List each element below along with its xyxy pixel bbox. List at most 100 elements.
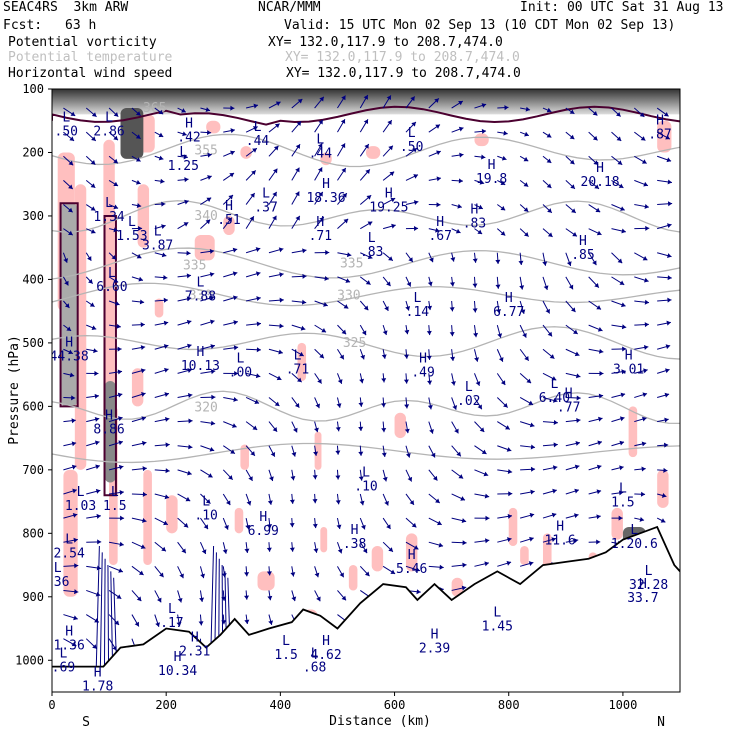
wind-arrowhead <box>274 123 280 129</box>
wind-arrowhead <box>618 490 624 496</box>
wind-arrowhead <box>233 345 239 351</box>
extremum-value-25: 6.77 <box>493 305 524 320</box>
extremum-value-55: 4.62 <box>310 648 341 663</box>
wind-arrowhead <box>568 284 574 290</box>
wind-arrowhead <box>436 150 441 156</box>
wind-arrowhead <box>458 126 464 132</box>
wind-arrowhead <box>546 183 552 189</box>
extremum-value-58: 1.45 <box>482 619 513 634</box>
extremum-type-5: L <box>316 132 324 147</box>
wind-arrowhead <box>295 215 300 221</box>
wind-arrowhead <box>113 278 118 283</box>
wind-arrowhead <box>211 394 216 400</box>
pv-patch-7 <box>194 234 215 261</box>
valid-time: Valid: 15 UTC Mon 02 Sep 13 (10 CDT Mon … <box>284 18 676 33</box>
wind-arrowhead <box>343 304 349 309</box>
extremum-value-46: 1.20.6 <box>611 537 658 552</box>
wind-arrowhead <box>317 378 322 384</box>
wind-arrowhead <box>255 247 261 252</box>
wind-arrowhead <box>458 474 464 479</box>
wind-arrowhead <box>297 377 302 383</box>
wind-arrowhead <box>158 155 164 161</box>
wind-arrowhead <box>498 357 504 362</box>
wind-arrowhead <box>71 395 76 401</box>
extremum-value-42: 11.6 <box>544 534 575 549</box>
wind-arrowhead <box>642 392 648 398</box>
wind-arrowhead <box>97 539 102 545</box>
extremum-type-19: H <box>436 215 444 230</box>
wind-arrowhead <box>358 402 364 407</box>
wind-arrowhead <box>272 427 278 432</box>
pv-patch-10 <box>206 120 221 134</box>
theta-label-7: 325 <box>343 336 366 351</box>
wind-arrowhead <box>573 329 578 335</box>
wind-arrowhead <box>210 369 216 375</box>
wind-arrowhead <box>230 449 235 454</box>
org-label: NCAR/MMM <box>258 0 321 15</box>
wind-arrowhead <box>485 515 490 521</box>
extremum-value-10: 1.34 <box>93 210 124 225</box>
wind-arrowhead <box>113 227 118 233</box>
wind-arrowhead <box>616 111 621 117</box>
wind-arrowhead <box>526 378 532 384</box>
wind-arrowhead <box>595 207 601 213</box>
wind-arrowhead <box>317 143 323 149</box>
extremum-type-54: L <box>282 634 290 649</box>
wind-arrowhead <box>269 476 274 482</box>
wind-arrowhead <box>142 518 147 523</box>
wind-arrowhead <box>68 184 73 189</box>
wind-arrowhead <box>413 174 418 179</box>
wind-arrowhead <box>342 193 347 198</box>
wind-arrowhead <box>297 98 303 104</box>
wind-arrowhead <box>279 272 284 278</box>
wind-arrowhead <box>574 464 580 470</box>
wind-arrowhead <box>429 257 434 263</box>
wind-arrowhead <box>645 225 650 231</box>
wind-arrowhead <box>135 157 141 162</box>
wind-arrowhead <box>661 493 667 498</box>
wind-arrowhead <box>267 500 273 505</box>
wind-arrowhead <box>160 178 165 184</box>
wind-arrowhead <box>164 494 170 500</box>
extremum-type-27: H <box>197 345 205 360</box>
wind-arrowhead <box>187 343 192 349</box>
wind-arrowhead <box>227 217 232 223</box>
wind-arrowhead <box>435 124 440 129</box>
wind-arrowhead <box>207 152 212 158</box>
wind-arrowhead <box>66 326 72 331</box>
wind-arrowhead <box>274 401 280 407</box>
wind-arrowhead <box>255 271 261 277</box>
south-label: S <box>82 715 90 730</box>
wind-arrowhead <box>256 347 261 353</box>
wind-arrowhead <box>74 589 79 595</box>
model-label: SEAC4RS 3km ARW <box>3 0 129 15</box>
wind-arrowhead <box>268 620 274 625</box>
wind-arrowhead <box>232 247 238 253</box>
wind-arrowhead <box>113 181 119 186</box>
wind-arrowhead <box>119 541 124 547</box>
wind-arrowhead <box>142 466 147 472</box>
wind-arrowhead <box>302 248 307 254</box>
wind-arrowhead <box>230 105 235 111</box>
extremum-value-1: 2.86 <box>93 124 124 139</box>
wind-arrowhead <box>234 370 239 376</box>
wind-arrowhead <box>504 105 509 111</box>
wind-arrowhead <box>500 231 506 236</box>
wind-arrowhead <box>381 427 387 433</box>
wind-arrowhead <box>337 548 343 554</box>
wind-arrowhead <box>155 622 160 627</box>
wind-arrowhead <box>163 297 168 303</box>
wind-arrowhead <box>186 273 192 279</box>
wind-arrowhead <box>592 110 598 116</box>
wind-arrowhead <box>524 356 529 361</box>
wind-arrowhead <box>134 621 139 627</box>
extremum-type-49: L <box>54 561 62 576</box>
wind-arrowhead <box>294 402 300 408</box>
wind-arrowhead <box>551 376 557 381</box>
wind-arrowhead <box>390 197 396 203</box>
wind-arrowhead <box>94 393 99 399</box>
extremum-type-0: L <box>62 110 70 125</box>
wind-arrowhead <box>572 232 577 237</box>
wind-arrowhead <box>165 442 170 448</box>
extremum-value-21: .85 <box>571 248 594 263</box>
